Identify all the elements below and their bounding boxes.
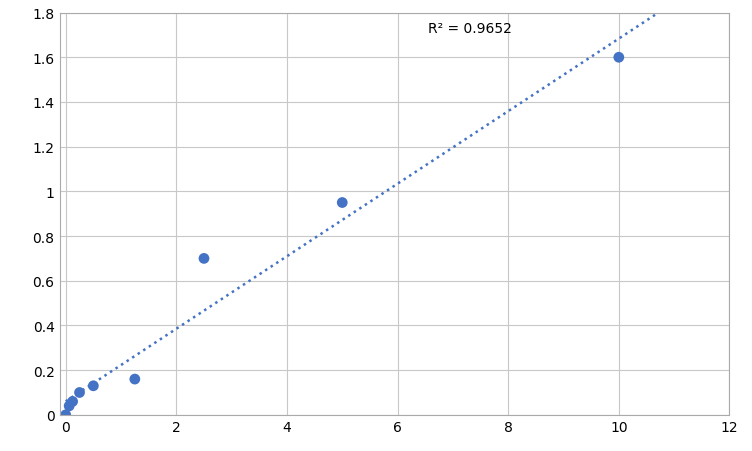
- Point: [74, 389, 86, 396]
- Point: [63, 402, 75, 410]
- Point: [198, 255, 210, 262]
- Point: [336, 199, 348, 207]
- Point: [59, 411, 71, 419]
- Text: R² = 0.9652: R² = 0.9652: [428, 23, 512, 37]
- Point: [613, 55, 625, 62]
- Point: [87, 382, 99, 390]
- Point: [129, 376, 141, 383]
- Point: [67, 398, 79, 405]
